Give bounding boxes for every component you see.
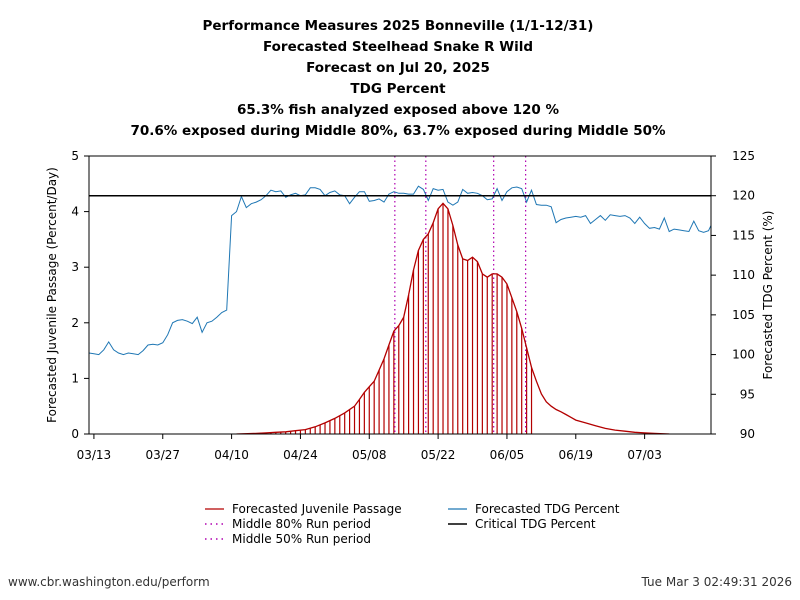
legend-label-1: Forecasted Juvenile Passage xyxy=(232,502,402,516)
y-left-tick-label-5: 4 xyxy=(71,205,79,219)
legend-label-4: Critical TDG Percent xyxy=(475,517,596,531)
legend-label-2: Forecasted TDG Percent xyxy=(475,502,620,516)
y-right-tick-label-3: 100 xyxy=(732,348,755,362)
footer-url: www.cbr.washington.edu/perform xyxy=(8,575,210,589)
y-axis-right-label: Forecasted TDG Percent (%) xyxy=(761,210,775,379)
x-tick-label-4: 04/24 xyxy=(283,448,318,462)
title-line-3: Forecast on Jul 20, 2025 xyxy=(306,60,490,76)
y-right-tick-label-2: 95 xyxy=(740,387,755,401)
x-tick-label-3: 04/10 xyxy=(214,448,249,462)
passage-series-line xyxy=(236,202,670,434)
y-left-tick-label-1: 0 xyxy=(71,427,79,441)
y-left-tick-label-6: 5 xyxy=(71,149,79,163)
x-tick-label-2: 03/27 xyxy=(145,448,180,462)
plot-area: 03/13 03/27 04/10 04/24 05/08 05/22 06/05 06/19… xyxy=(71,149,755,462)
y-left-tick-label-3: 2 xyxy=(71,316,79,330)
x-tick-label-6: 05/22 xyxy=(421,448,456,462)
legend-label-5: Middle 50% Run period xyxy=(232,532,371,546)
title-line-1: Performance Measures 2025 Bonneville (1/… xyxy=(203,18,594,34)
y-right-tick-label-5: 110 xyxy=(732,268,755,282)
x-tick-label-7: 06/05 xyxy=(490,448,525,462)
y-right-tick-label-8: 125 xyxy=(732,149,755,163)
title-line-5: 65.3% fish analyzed exposed above 120 % xyxy=(237,102,559,118)
x-tick-label-8: 06/19 xyxy=(558,448,593,462)
x-tick-label-9: 07/03 xyxy=(627,448,662,462)
plot-frame xyxy=(88,155,712,435)
y-right-tick-label-1: 90 xyxy=(740,427,755,441)
title-line-4: TDG Percent xyxy=(350,81,446,97)
legend-label-3: Middle 80% Run period xyxy=(232,517,371,531)
chart-title: Performance Measures 2025 Bonneville (1/… xyxy=(130,18,666,139)
title-line-2: Forecasted Steelhead Snake R Wild xyxy=(263,39,533,55)
y-right-tick-label-6: 115 xyxy=(732,228,755,242)
y-right-tick-label-4: 105 xyxy=(732,308,755,322)
legend: Forecasted Juvenile Passage Forecasted TD… xyxy=(205,502,620,546)
y-right-tick-label-7: 120 xyxy=(732,189,755,203)
tdg-series-line xyxy=(89,185,711,356)
x-tick-label-1: 03/13 xyxy=(77,448,112,462)
footer-timestamp: Tue Mar 3 02:49:31 2026 xyxy=(641,575,792,589)
title-line-6: 70.6% exposed during Middle 80%, 63.7% e… xyxy=(130,123,666,139)
y-axis-left-label: Forecasted Juvenile Passage (Percent/Day… xyxy=(45,167,59,423)
x-tick-label-5: 05/08 xyxy=(352,448,387,462)
y-left-tick-label-4: 3 xyxy=(71,260,79,274)
y-left-tick-label-2: 1 xyxy=(71,371,79,385)
